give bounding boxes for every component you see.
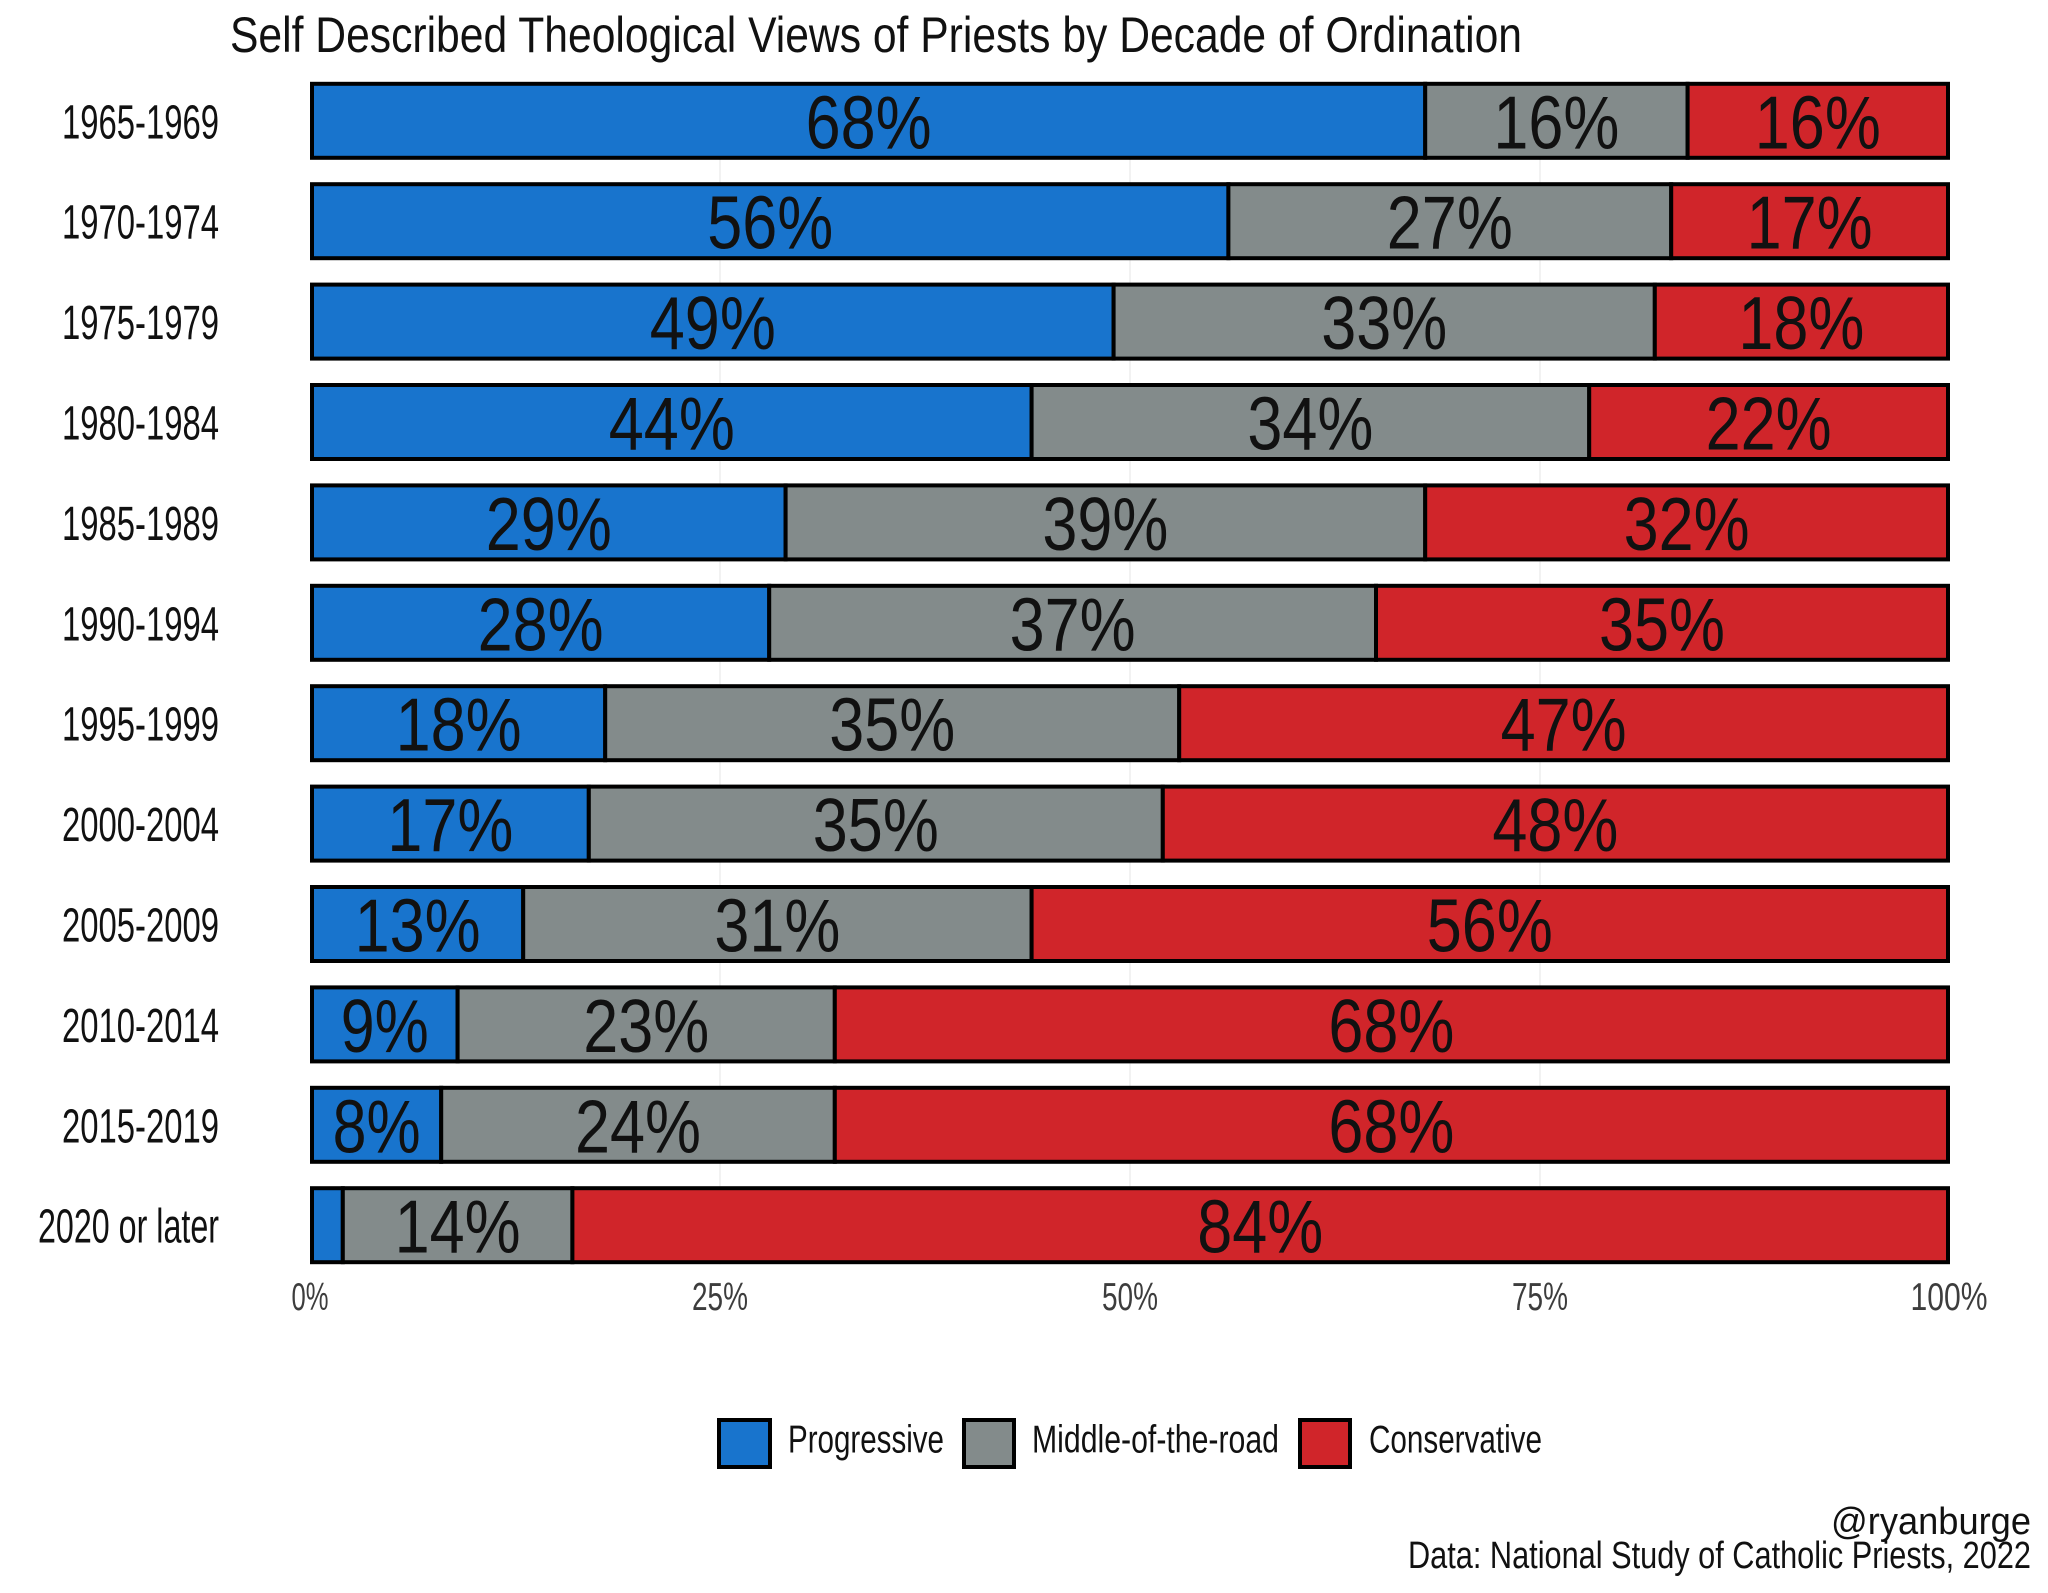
svg-text:Middle-of-the-road: Middle-of-the-road bbox=[1032, 1419, 1279, 1462]
svg-text:68%: 68% bbox=[1328, 984, 1454, 1068]
svg-text:16%: 16% bbox=[1755, 80, 1881, 164]
svg-text:2010-2014: 2010-2014 bbox=[62, 1000, 219, 1053]
svg-text:27%: 27% bbox=[1387, 181, 1513, 265]
svg-text:1965-1969: 1965-1969 bbox=[62, 96, 219, 149]
svg-text:17%: 17% bbox=[387, 783, 513, 867]
svg-text:2020 or later: 2020 or later bbox=[38, 1201, 219, 1254]
svg-text:9%: 9% bbox=[341, 984, 429, 1068]
svg-text:23%: 23% bbox=[583, 984, 709, 1068]
svg-text:0%: 0% bbox=[292, 1276, 329, 1319]
svg-text:34%: 34% bbox=[1247, 382, 1373, 466]
svg-text:33%: 33% bbox=[1321, 281, 1447, 365]
svg-text:44%: 44% bbox=[609, 382, 735, 466]
svg-text:25%: 25% bbox=[692, 1276, 748, 1319]
svg-text:68%: 68% bbox=[806, 80, 932, 164]
svg-text:18%: 18% bbox=[396, 683, 522, 767]
svg-text:14%: 14% bbox=[395, 1185, 521, 1269]
svg-text:Data: National Study of Cathol: Data: National Study of Catholic Priests… bbox=[1408, 1535, 2031, 1577]
svg-text:13%: 13% bbox=[355, 884, 481, 968]
svg-text:1985-1989: 1985-1989 bbox=[62, 498, 219, 551]
svg-text:50%: 50% bbox=[1102, 1276, 1158, 1319]
svg-text:Progressive: Progressive bbox=[788, 1419, 944, 1462]
svg-text:@ryanburge: @ryanburge bbox=[1831, 1501, 2031, 1543]
svg-text:56%: 56% bbox=[707, 181, 833, 265]
svg-text:56%: 56% bbox=[1427, 884, 1553, 968]
svg-text:1990-1994: 1990-1994 bbox=[62, 598, 219, 651]
svg-text:68%: 68% bbox=[1328, 1084, 1454, 1168]
svg-text:Conservative: Conservative bbox=[1369, 1419, 1542, 1462]
svg-text:2000-2004: 2000-2004 bbox=[62, 799, 219, 852]
svg-text:8%: 8% bbox=[333, 1084, 421, 1168]
svg-text:84%: 84% bbox=[1197, 1185, 1323, 1269]
svg-text:17%: 17% bbox=[1747, 181, 1873, 265]
svg-text:28%: 28% bbox=[478, 582, 604, 666]
svg-text:100%: 100% bbox=[1911, 1276, 1988, 1319]
svg-text:37%: 37% bbox=[1010, 582, 1136, 666]
svg-text:49%: 49% bbox=[650, 281, 776, 365]
svg-text:2015-2019: 2015-2019 bbox=[62, 1100, 219, 1153]
svg-text:16%: 16% bbox=[1493, 80, 1619, 164]
svg-text:32%: 32% bbox=[1624, 482, 1750, 566]
svg-text:35%: 35% bbox=[813, 783, 939, 867]
svg-text:18%: 18% bbox=[1738, 281, 1864, 365]
svg-text:1995-1999: 1995-1999 bbox=[62, 699, 219, 752]
svg-text:1980-1984: 1980-1984 bbox=[62, 398, 219, 451]
svg-text:1970-1974: 1970-1974 bbox=[62, 197, 219, 250]
svg-text:1975-1979: 1975-1979 bbox=[62, 297, 219, 350]
svg-text:75%: 75% bbox=[1512, 1276, 1568, 1319]
svg-text:24%: 24% bbox=[575, 1084, 701, 1168]
svg-text:22%: 22% bbox=[1706, 382, 1832, 466]
svg-text:31%: 31% bbox=[714, 884, 840, 968]
svg-text:Self Described Theological Vie: Self Described Theological Views of Prie… bbox=[230, 7, 1522, 63]
svg-text:35%: 35% bbox=[1599, 582, 1725, 666]
svg-text:35%: 35% bbox=[829, 683, 955, 767]
svg-text:39%: 39% bbox=[1042, 482, 1168, 566]
svg-text:29%: 29% bbox=[486, 482, 612, 566]
svg-text:47%: 47% bbox=[1501, 683, 1627, 767]
svg-text:2005-2009: 2005-2009 bbox=[62, 900, 219, 953]
svg-text:48%: 48% bbox=[1492, 783, 1618, 867]
